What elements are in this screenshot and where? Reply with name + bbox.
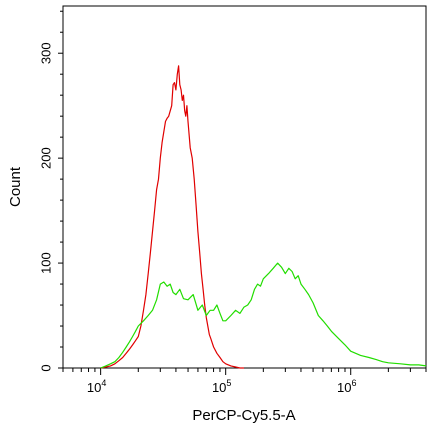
x-axis: 104 105 106 xyxy=(62,368,427,395)
y-tick-label: 100 xyxy=(38,252,53,274)
y-axis: 0 100 200 300 xyxy=(38,10,63,372)
x-tick-label: 105 xyxy=(212,378,231,395)
y-axis-label: Count xyxy=(7,166,24,207)
x-tick-label: 106 xyxy=(337,378,356,395)
series-layer xyxy=(100,65,427,369)
plot-frame xyxy=(62,5,427,369)
y-tick-label: 300 xyxy=(38,42,53,64)
y-tick-label: 200 xyxy=(38,147,53,169)
x-axis-label: PerCP-Cy5.5-A xyxy=(192,407,295,424)
x-tick-label: 104 xyxy=(87,378,106,395)
y-tick-label: 0 xyxy=(38,364,53,371)
series-line-2 xyxy=(100,262,427,369)
series-line-1 xyxy=(100,65,244,369)
